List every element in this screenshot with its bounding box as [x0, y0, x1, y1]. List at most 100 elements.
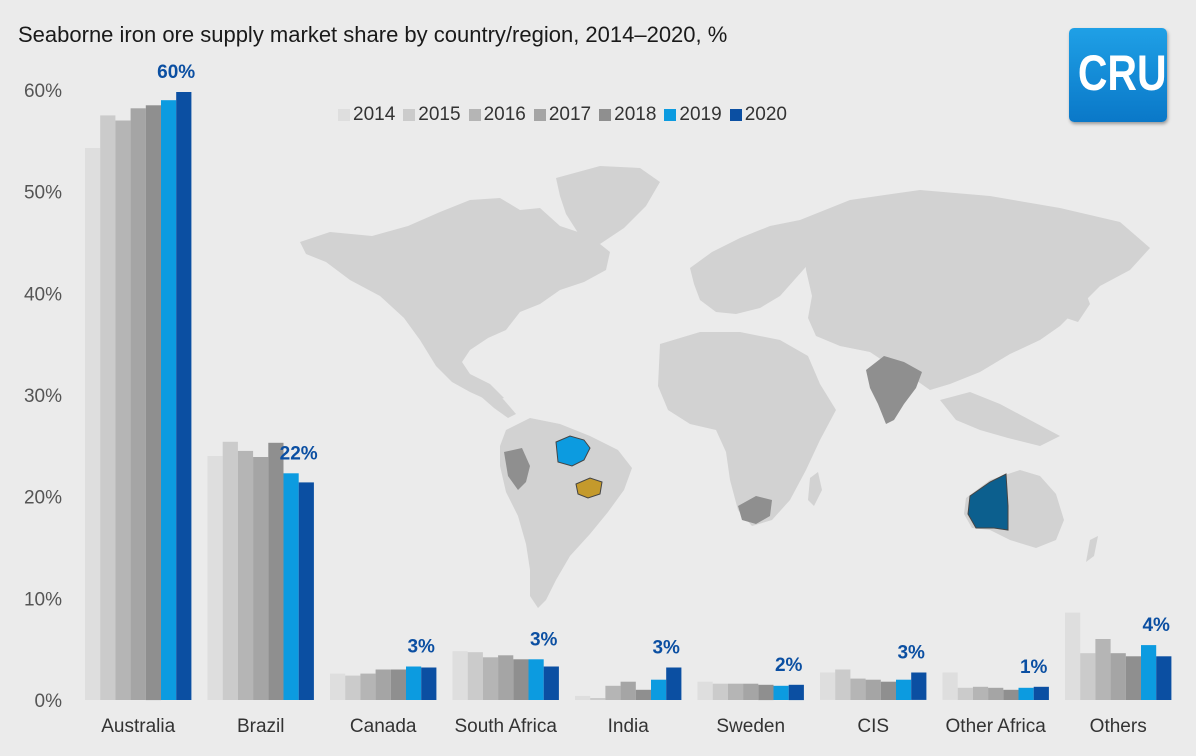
bar-2020	[1156, 656, 1172, 700]
legend-item: 2014	[338, 104, 395, 126]
bar-2015	[712, 683, 728, 700]
bar-2020	[176, 92, 192, 700]
bar-2018	[1125, 656, 1141, 700]
legend-swatch	[533, 109, 546, 121]
legend-label: 2014	[353, 104, 396, 125]
bar-2017	[620, 681, 636, 700]
bar-2017	[253, 457, 269, 700]
bar-2016	[972, 686, 989, 700]
logo-text: CRU	[1077, 45, 1167, 101]
legend-item: 2015	[403, 104, 461, 126]
legend-swatch	[338, 109, 350, 121]
x-category-label: Canada	[350, 716, 417, 737]
map-greenland	[556, 166, 660, 244]
legend-label: 2016	[483, 104, 526, 125]
y-tick-label: 50%	[24, 183, 62, 204]
legend-label: 2017	[548, 104, 592, 125]
map-central-america	[470, 380, 516, 418]
x-category-label: South Africa	[454, 716, 557, 737]
bar-2015	[345, 675, 361, 700]
x-axis: Australia Brazil Canada South Africa India Sw…	[101, 716, 1146, 737]
map-africa	[658, 332, 836, 526]
map-asia	[800, 190, 1150, 390]
legend-item: 2016	[468, 104, 526, 126]
bar-2019	[896, 679, 912, 700]
bar-2019	[1141, 645, 1157, 700]
bar-2015	[222, 441, 238, 700]
bar-2019	[773, 685, 789, 700]
bar-2019	[1018, 687, 1034, 700]
bar-2014	[820, 672, 836, 700]
bar-2014	[207, 456, 223, 700]
bar-2016	[360, 673, 376, 700]
bar-2020	[788, 684, 804, 701]
bar-2016	[482, 657, 499, 700]
legend-swatch	[664, 109, 677, 121]
map-madagascar	[808, 472, 822, 506]
legend-swatch	[403, 109, 416, 121]
y-tick-label: 60%	[24, 81, 62, 102]
bar-2015	[957, 687, 973, 700]
bar-2016	[115, 120, 131, 700]
bar-2020	[666, 667, 682, 700]
bar-2020	[1033, 686, 1049, 700]
bar-2015	[100, 115, 116, 700]
bar-2020	[298, 482, 314, 700]
bar-2014	[942, 672, 958, 700]
bar-2018	[635, 689, 651, 700]
bar-2017	[498, 655, 514, 700]
data-label: 3%	[897, 643, 925, 664]
x-category-label: Others	[1090, 716, 1147, 737]
data-label: 3%	[530, 629, 558, 650]
bar-2014	[697, 681, 713, 700]
legend-label: 2018	[614, 104, 657, 125]
bar-2018	[390, 669, 406, 700]
bar-2015	[590, 698, 606, 700]
bar-2016	[727, 683, 744, 700]
bar-2016	[605, 685, 621, 700]
bar-2014	[330, 673, 346, 700]
map-southeast-asia	[940, 392, 1060, 446]
world-map	[300, 166, 1150, 608]
bar-2019	[651, 679, 667, 700]
x-category-label: Australia	[101, 716, 175, 737]
legend-item: 2017	[533, 104, 592, 126]
legend-item: 2018	[599, 104, 656, 126]
y-tick-label: 10%	[24, 589, 62, 610]
bar-2018	[758, 684, 774, 701]
bar-2017	[130, 108, 146, 701]
legend-swatch	[599, 109, 612, 121]
data-label: 3%	[652, 638, 680, 659]
legend: 2014 2015 2016 2017 2018 2019 2020	[338, 104, 787, 126]
data-label: 1%	[1020, 657, 1048, 678]
data-label: 22%	[280, 443, 318, 464]
bar-2017	[865, 679, 881, 700]
legend-item: 2020	[729, 104, 787, 126]
legend-label: 2015	[418, 104, 461, 125]
map-south-africa	[738, 496, 772, 524]
map-brazil-minas-gerais	[575, 477, 603, 499]
bar-2020	[421, 667, 437, 700]
data-labels: 60% 22% 3% 3% 3% 2% 3% 1% 4%	[157, 62, 1170, 678]
map-india	[866, 356, 922, 424]
data-label: 3%	[407, 637, 435, 658]
bar-2014	[575, 695, 591, 700]
y-tick-label: 30%	[24, 386, 62, 407]
map-south-america	[500, 418, 632, 608]
bar-2019	[283, 473, 299, 700]
bar-2018	[880, 681, 896, 700]
y-axis: 0% 10% 20% 30% 40% 50% 60%	[24, 81, 62, 712]
x-category-label: Other Africa	[946, 716, 1047, 737]
bar-2019	[528, 659, 544, 700]
bar-2017	[1110, 653, 1126, 700]
legend-item: 2019	[664, 104, 722, 126]
x-category-label: Sweden	[716, 716, 785, 737]
bar-2016	[850, 678, 866, 700]
legend-label: 2019	[679, 104, 722, 125]
bar-2016	[1095, 639, 1111, 700]
bar-2018	[145, 105, 161, 701]
bar-2020	[911, 672, 927, 700]
x-category-label: CIS	[857, 716, 889, 737]
bar-2020	[543, 666, 559, 700]
